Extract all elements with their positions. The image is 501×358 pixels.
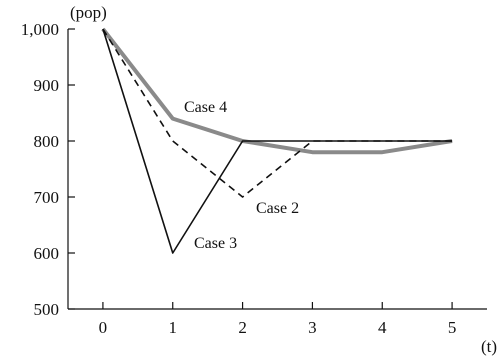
x-tick-label: 4: [378, 318, 387, 337]
y-tick-label: 800: [34, 132, 60, 151]
y-tick-label: 1,000: [21, 20, 59, 39]
y-tick-label: 700: [34, 188, 60, 207]
x-tick-label: 2: [238, 318, 247, 337]
x-tick-label: 3: [308, 318, 317, 337]
y-axis-unit-label: (pop): [70, 3, 107, 22]
series-line-case-4: [101, 27, 453, 155]
series-line-case-2: [102, 28, 453, 198]
case-label-case-4: Case 4: [184, 99, 227, 116]
x-tick-label: 1: [169, 318, 178, 337]
x-axis-unit-label: (t): [481, 337, 497, 356]
series-line-case-3: [102, 28, 453, 254]
y-tick-label: 500: [34, 300, 60, 319]
series-layer: [101, 27, 453, 254]
x-tick-label: 5: [448, 318, 457, 337]
case-label-case-3: Case 3: [194, 235, 237, 252]
case-label-case-2: Case 2: [256, 200, 299, 217]
axis-layer: 500 600 700 800 900 1,000 0 1 2 3 4 5 (pop) (t): [21, 3, 497, 356]
label-layer: Case 4 Case 2 Case 3: [184, 99, 299, 252]
x-tick-label: 0: [99, 318, 108, 337]
y-tick-label: 900: [34, 76, 60, 95]
y-tick-label: 600: [34, 244, 60, 263]
